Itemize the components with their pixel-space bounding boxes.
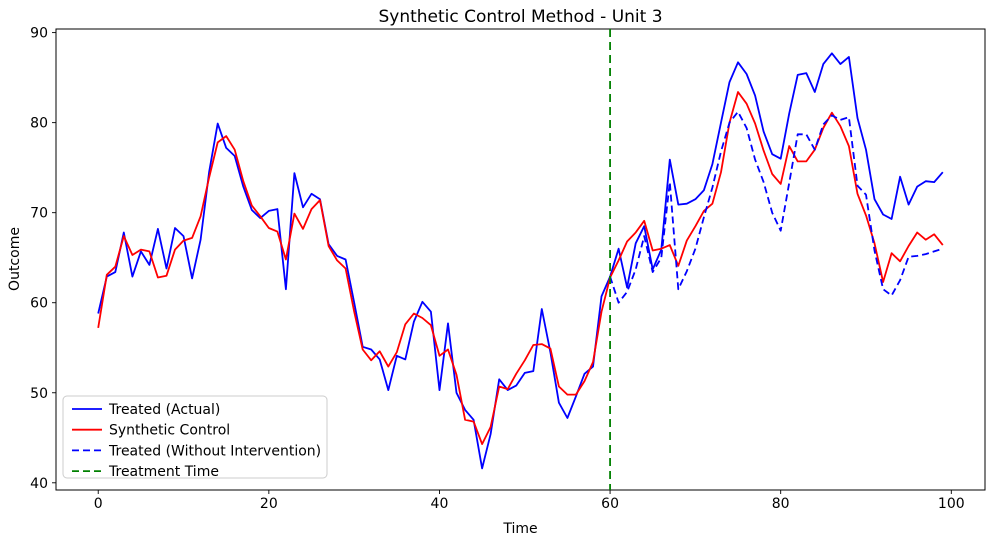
legend-label-treated-actual: Treated (Actual) xyxy=(108,402,220,418)
x-tick-label: 40 xyxy=(431,496,449,512)
series-treated-without-intervention-line xyxy=(609,110,944,304)
y-tick-label: 60 xyxy=(30,296,48,312)
y-tick-label: 70 xyxy=(30,206,48,222)
legend-box xyxy=(62,395,328,479)
y-tick-label: 40 xyxy=(30,476,48,492)
legend-label-treatment-time: Treatment Time xyxy=(108,464,219,480)
x-axis-label: Time xyxy=(503,521,538,537)
chart-title: Synthetic Control Method - Unit 3 xyxy=(378,7,663,27)
y-tick-label: 50 xyxy=(30,386,48,402)
x-tick-label: 0 xyxy=(94,496,103,512)
series-treated-actual-line xyxy=(97,52,944,470)
x-tick-label: 100 xyxy=(938,496,965,512)
y-tick-label: 80 xyxy=(30,116,48,132)
x-tick-label: 20 xyxy=(260,496,278,512)
legend-label-synthetic-control: Synthetic Control xyxy=(109,423,230,439)
series-synthetic-control-line xyxy=(97,91,944,446)
x-tick-label: 60 xyxy=(601,496,619,512)
legend-label-treated-without-intervention: Treated (Without Intervention) xyxy=(108,443,321,459)
x-tick-label: 80 xyxy=(772,496,790,512)
y-tick-label: 90 xyxy=(30,26,48,42)
y-axis-label: Outcome xyxy=(7,227,23,291)
